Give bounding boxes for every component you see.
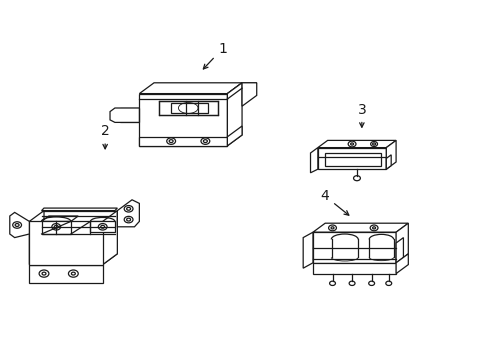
Text: 4: 4 — [320, 189, 348, 215]
Polygon shape — [29, 221, 102, 265]
Polygon shape — [29, 265, 102, 283]
Polygon shape — [90, 221, 115, 232]
Polygon shape — [227, 126, 242, 146]
Polygon shape — [41, 208, 117, 211]
Polygon shape — [139, 137, 227, 146]
Polygon shape — [227, 83, 256, 94]
Polygon shape — [139, 94, 227, 146]
Text: 3: 3 — [357, 103, 366, 127]
Polygon shape — [102, 211, 117, 265]
Polygon shape — [29, 211, 44, 265]
Polygon shape — [386, 155, 390, 169]
Polygon shape — [29, 254, 117, 265]
Polygon shape — [317, 140, 395, 148]
Polygon shape — [41, 216, 78, 221]
Text: 1: 1 — [203, 42, 226, 69]
Polygon shape — [242, 83, 256, 106]
Polygon shape — [120, 108, 139, 122]
Polygon shape — [110, 108, 139, 122]
Polygon shape — [303, 232, 312, 268]
Polygon shape — [386, 140, 395, 169]
Polygon shape — [227, 83, 242, 146]
Polygon shape — [312, 232, 395, 263]
Polygon shape — [310, 148, 317, 173]
Polygon shape — [159, 101, 217, 115]
Polygon shape — [312, 263, 395, 274]
Polygon shape — [395, 238, 403, 263]
Polygon shape — [395, 223, 407, 263]
Polygon shape — [317, 148, 386, 169]
Polygon shape — [139, 83, 242, 94]
Polygon shape — [117, 200, 139, 227]
Polygon shape — [10, 212, 29, 238]
Polygon shape — [395, 254, 407, 274]
Polygon shape — [312, 223, 407, 232]
Polygon shape — [41, 221, 71, 234]
Text: 2: 2 — [101, 125, 109, 149]
